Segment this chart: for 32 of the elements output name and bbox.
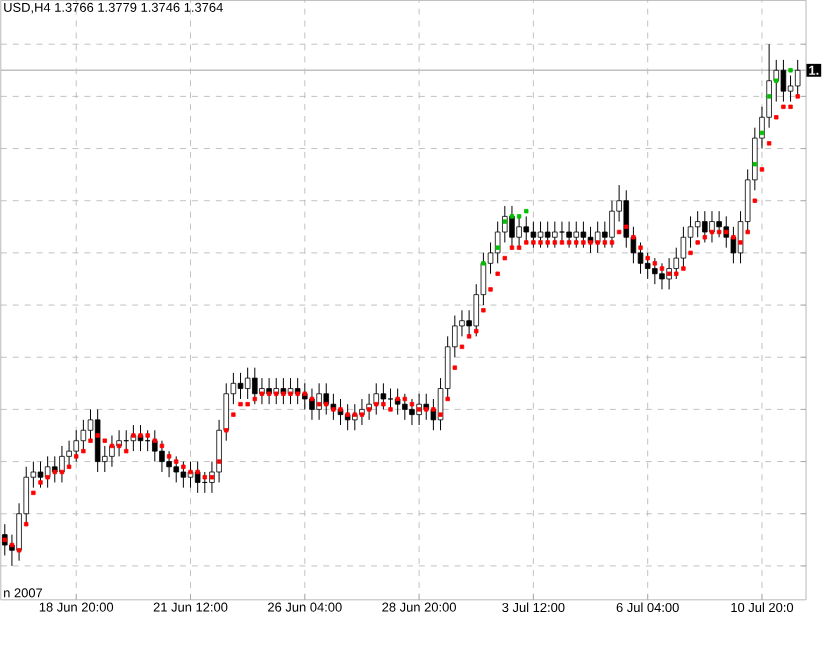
candlestick (544, 221, 551, 249)
candlestick (173, 455, 179, 484)
candlestick (573, 221, 580, 249)
candlestick (530, 221, 537, 249)
candlestick (637, 242, 644, 275)
candlestick (159, 440, 165, 473)
candlestick (73, 429, 79, 463)
candlestick (409, 398, 415, 426)
candlestick (702, 210, 708, 244)
candlestick (237, 372, 244, 400)
candlestick (516, 215, 522, 249)
candlestick (180, 461, 187, 489)
candlestick (402, 393, 408, 421)
candlestick (794, 59, 801, 97)
candlestick (387, 388, 394, 410)
candlestick (252, 367, 258, 405)
candlestick (644, 252, 651, 280)
candlestick (244, 367, 251, 400)
candlestick (716, 210, 722, 238)
candlestick (94, 409, 101, 473)
candlestick (380, 382, 387, 410)
candlestick (566, 221, 572, 249)
candlestick (559, 221, 565, 244)
candlestick (537, 221, 544, 249)
candlestick (552, 221, 558, 249)
candlestick (780, 59, 787, 103)
candlestick (523, 215, 530, 244)
candlestick (694, 210, 701, 238)
candlestick (37, 461, 44, 489)
candlestick (652, 257, 658, 285)
candlestick (580, 221, 587, 249)
candlestick (659, 262, 665, 290)
